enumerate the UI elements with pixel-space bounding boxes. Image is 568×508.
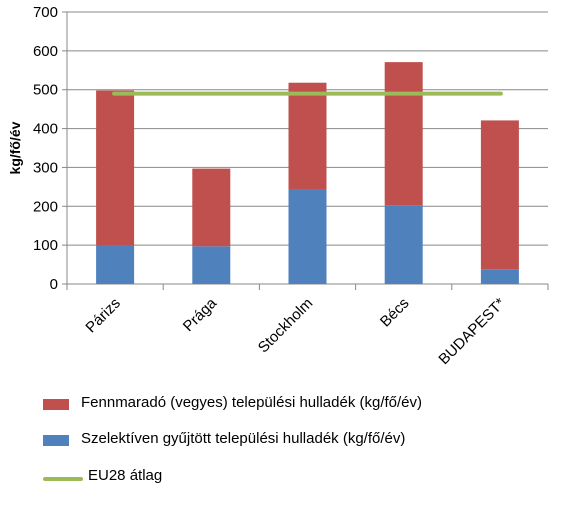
legend-item-selective: Szelektíven gyűjtött települési hulladék…: [43, 430, 501, 448]
x-tick-label: Párizs: [82, 295, 123, 336]
bar-selective-0: [96, 245, 135, 284]
bar-residual-3: [384, 62, 423, 206]
bar-residual-2: [288, 82, 327, 190]
legend-label-eu28: EU28 átlag: [88, 467, 163, 484]
y-tick-label: 200: [33, 198, 58, 215]
y-axis-ticks: 0 100 200 300 400 500 600 700: [33, 4, 58, 293]
x-tick-label: Stockholm: [255, 295, 317, 357]
legend-swatch-selective: [43, 435, 69, 446]
x-tick-label: Bécs: [377, 295, 413, 331]
legend-swatch-residual: [43, 399, 69, 410]
y-tick-label: 700: [33, 4, 58, 21]
bar-selective-2: [288, 189, 327, 284]
bar-residual-0: [96, 90, 135, 246]
legend-swatch-eu28: [43, 477, 83, 481]
bar-selective-4: [480, 269, 519, 284]
x-tick-label: BUDAPEST*: [435, 295, 508, 368]
y-axis-label: kg/fő/év: [7, 121, 23, 174]
y-tick-label: 400: [33, 121, 58, 138]
bar-selective-1: [192, 246, 231, 284]
y-tick-label: 600: [33, 43, 58, 60]
legend-item-eu28: EU28 átlag: [43, 467, 508, 485]
legend-label-selective: Szelektíven gyűjtött települési hulladék…: [81, 430, 406, 447]
x-axis-ticks: Párizs Prága Stockholm Bécs BUDAPEST*: [82, 294, 508, 368]
legend-label-residual: Fennmaradó (vegyes) települési hulladék …: [81, 394, 423, 411]
chart: 0 100 200 300 400 500 600 700 Párizs Prága Stockh…: [7, 4, 549, 368]
bars: [96, 62, 519, 284]
y-tick-label: 500: [33, 82, 58, 99]
bar-residual-1: [192, 168, 231, 247]
legend-item-residual: Fennmaradó (vegyes) települési hulladék …: [43, 394, 501, 412]
x-tick-label: Prága: [180, 294, 221, 335]
bar-selective-3: [384, 205, 423, 284]
bar-residual-4: [480, 120, 519, 270]
y-tick-label: 100: [33, 237, 58, 254]
y-tick-label: 0: [50, 276, 58, 293]
legend: Fennmaradó (vegyes) települési hulladék …: [0, 390, 568, 500]
y-tick-label: 300: [33, 159, 58, 176]
